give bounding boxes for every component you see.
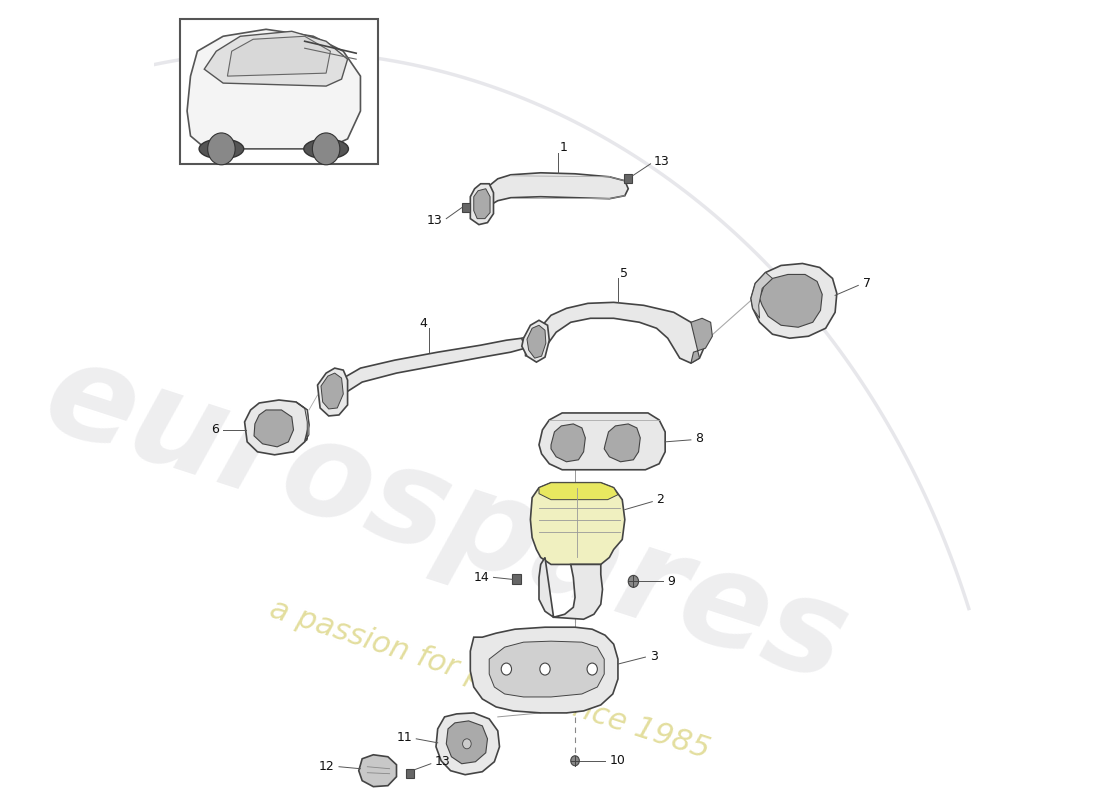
- Polygon shape: [604, 424, 640, 462]
- Polygon shape: [527, 326, 546, 358]
- Polygon shape: [521, 334, 541, 356]
- FancyBboxPatch shape: [513, 574, 521, 584]
- Polygon shape: [691, 318, 713, 363]
- Text: 10: 10: [609, 754, 625, 767]
- Polygon shape: [474, 189, 491, 218]
- Circle shape: [587, 663, 597, 675]
- FancyBboxPatch shape: [625, 174, 632, 183]
- Ellipse shape: [304, 139, 349, 159]
- Polygon shape: [296, 402, 309, 442]
- Circle shape: [502, 663, 512, 675]
- Text: eurospares: eurospares: [30, 330, 862, 709]
- Polygon shape: [551, 424, 585, 462]
- Text: a passion for parts since 1985: a passion for parts since 1985: [265, 594, 713, 764]
- Circle shape: [540, 663, 550, 675]
- Circle shape: [312, 133, 340, 165]
- Polygon shape: [539, 482, 618, 500]
- Polygon shape: [521, 320, 549, 362]
- Text: 11: 11: [396, 731, 412, 744]
- Text: 13: 13: [436, 755, 451, 768]
- Polygon shape: [490, 173, 628, 206]
- Text: 14: 14: [473, 571, 490, 584]
- Polygon shape: [436, 713, 499, 774]
- Ellipse shape: [199, 139, 244, 159]
- Text: 7: 7: [862, 277, 870, 290]
- Circle shape: [208, 133, 235, 165]
- Polygon shape: [471, 184, 494, 225]
- Text: 13: 13: [654, 155, 670, 168]
- Polygon shape: [447, 721, 487, 764]
- Polygon shape: [228, 36, 330, 76]
- Circle shape: [463, 739, 471, 749]
- Circle shape: [628, 575, 639, 587]
- Text: 4: 4: [419, 317, 428, 330]
- Text: 2: 2: [657, 493, 664, 506]
- Polygon shape: [318, 368, 348, 416]
- Polygon shape: [205, 31, 348, 86]
- Polygon shape: [471, 627, 618, 713]
- Polygon shape: [751, 263, 837, 338]
- Polygon shape: [254, 410, 294, 447]
- Polygon shape: [333, 338, 526, 403]
- Circle shape: [571, 756, 580, 766]
- Polygon shape: [490, 641, 604, 697]
- Text: 9: 9: [667, 575, 674, 588]
- Text: 5: 5: [619, 267, 628, 280]
- Polygon shape: [760, 274, 822, 327]
- Polygon shape: [321, 373, 343, 409]
- Text: 3: 3: [650, 650, 658, 662]
- Polygon shape: [751, 273, 772, 318]
- Text: 8: 8: [695, 432, 703, 446]
- FancyBboxPatch shape: [462, 203, 470, 212]
- Polygon shape: [537, 302, 704, 363]
- Polygon shape: [530, 482, 625, 565]
- Text: 12: 12: [319, 760, 334, 774]
- Text: 1: 1: [560, 142, 568, 154]
- FancyBboxPatch shape: [406, 770, 414, 778]
- Polygon shape: [539, 413, 666, 470]
- FancyBboxPatch shape: [180, 19, 377, 164]
- Polygon shape: [359, 754, 396, 786]
- Polygon shape: [187, 30, 361, 149]
- Text: 13: 13: [427, 214, 443, 227]
- Text: 6: 6: [211, 423, 219, 436]
- Polygon shape: [539, 558, 603, 619]
- Polygon shape: [244, 400, 309, 455]
